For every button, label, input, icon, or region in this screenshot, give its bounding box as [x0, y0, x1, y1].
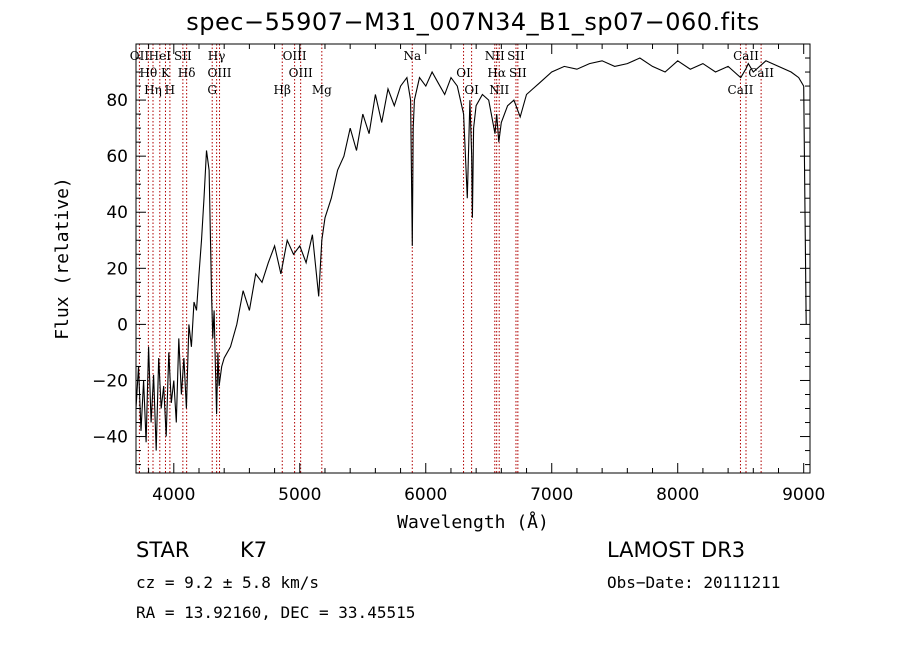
axis-tick-labels: 4000 5000 6000 7000 8000 9000 −40 −20 0 20 40 60 80	[92, 91, 825, 505]
plot-frame	[135, 43, 811, 474]
y-axis-label: Flux (relative)	[52, 177, 73, 340]
line-marker-label: HeI	[149, 49, 172, 63]
y-tick-label: 20	[106, 259, 128, 279]
y-tick-label: −20	[92, 371, 128, 391]
line-marker-labels: OII Hθ Hη HeI KH SII Hδ G Hγ OIII Hβ OIII OIII Mg Na OI…	[130, 49, 775, 97]
x-tick-label: 9000	[782, 485, 825, 505]
x-tick-label: 6000	[404, 485, 447, 505]
object-class: STAR	[136, 538, 190, 562]
line-marker-label: H	[165, 83, 175, 97]
line-marker-label: Hγ	[208, 49, 226, 63]
line-marker-label: NII	[485, 49, 505, 63]
line-marker-label: Hθ	[139, 66, 157, 80]
x-tick-label: 5000	[278, 485, 321, 505]
x-axis-label: Wavelength (Å)	[397, 511, 549, 533]
y-tick-label: 80	[106, 91, 128, 111]
line-marker-label: SII	[509, 66, 527, 80]
line-markers	[138, 44, 762, 473]
line-marker-label: CaII	[733, 49, 759, 63]
line-marker-label: OIII	[289, 66, 313, 80]
y-tick-label: 0	[117, 315, 128, 335]
line-marker-label: OIII	[283, 49, 307, 63]
line-marker-label: OIII	[207, 66, 231, 80]
spectrum-line	[135, 57, 807, 451]
y-tick-label: −40	[92, 428, 128, 448]
coordinates-text: RA = 13.92160, DEC = 33.45515	[136, 603, 416, 622]
y-tick-label: 60	[106, 147, 128, 167]
x-tick-label: 7000	[530, 485, 573, 505]
line-marker-label: Hη	[144, 83, 162, 97]
line-marker-label: Hδ	[178, 66, 196, 80]
series-layer	[135, 57, 807, 451]
line-marker-label: OII	[130, 49, 150, 63]
line-marker-label: Mg	[312, 83, 332, 97]
line-marker-label: G	[207, 83, 217, 97]
x-tick-label: 8000	[656, 485, 699, 505]
redshift-text: cz = 9.2 ± 5.8 km/s	[136, 573, 320, 592]
survey-name: LAMOST DR3	[607, 538, 746, 562]
line-marker-label: Hβ	[274, 83, 291, 97]
object-subclass: K7	[240, 538, 268, 562]
line-marker-label: OI	[464, 83, 479, 97]
line-marker-label: OI	[456, 66, 471, 80]
x-tick-label: 4000	[152, 485, 195, 505]
line-marker-label: SII	[507, 49, 525, 63]
y-tick-label: 40	[106, 203, 128, 223]
line-marker-label: Na	[403, 49, 421, 63]
chart-title: spec−55907−M31_007N34_B1_sp07−060.fits	[186, 8, 760, 36]
line-marker-label: SII	[174, 49, 192, 63]
observation-date: Obs−Date: 20111211	[607, 573, 781, 592]
axis-ticks	[136, 44, 810, 473]
line-marker-label: CaII	[748, 66, 774, 80]
line-marker-label: CaII	[728, 83, 754, 97]
line-marker-label: K	[161, 66, 171, 80]
line-marker-label: Hα	[487, 66, 506, 80]
line-marker-label: NII	[489, 83, 509, 97]
